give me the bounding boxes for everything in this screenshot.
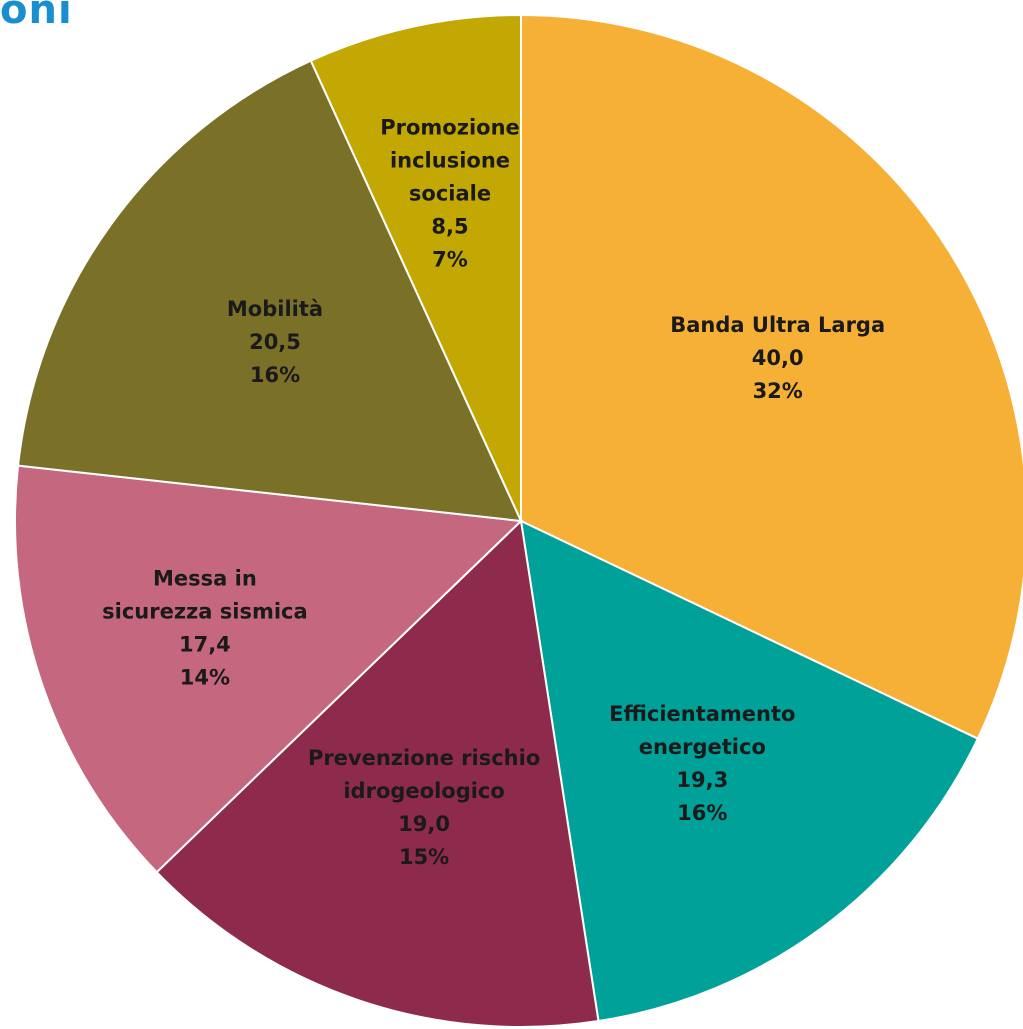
slice-percent-label: 16% (677, 801, 727, 825)
slice-value-label: 19,3 (676, 768, 728, 792)
slice-value-label: 17,4 (179, 632, 231, 656)
slice-name-label: sociale (409, 182, 491, 206)
slice-label-group: Mobilità 20,5 16% (227, 297, 323, 387)
slice-name-label: Efficientamento (609, 702, 795, 726)
slice-label-group: Promozione inclusione sociale 8,5 7% (380, 116, 520, 272)
slice-value-label: 19,0 (398, 812, 450, 836)
slice-percent-label: 14% (180, 665, 230, 689)
pie-slice (14, 464, 524, 874)
pie-slice (519, 519, 980, 1023)
slice-name-label: Prevenzione rischio (308, 746, 540, 770)
pie-slice (520, 13, 1023, 740)
slice-name-label: sicurezza sismica (102, 599, 308, 623)
slice-name-label: Mobilità (227, 297, 323, 321)
slice-label-group: Efficientamento energetico 19,3 16% (609, 702, 795, 825)
slice-name-label: idrogeologico (343, 779, 504, 803)
slice-label-group: Messa in sicurezza sismica 17,4 14% (102, 566, 308, 689)
slice-name-label: energetico (639, 735, 766, 759)
slice-name-label: inclusione (390, 149, 510, 173)
slice-percent-label: 16% (250, 363, 300, 387)
slice-value-label: 8,5 (431, 215, 468, 239)
pie-slice (155, 518, 600, 1028)
slice-percent-label: 32% (753, 379, 803, 403)
pie-slice (16, 59, 523, 523)
slice-label-group: Prevenzione rischio idrogeologico 19,0 15% (308, 746, 540, 869)
slice-percent-label: 15% (399, 845, 449, 869)
slice-name-label: Banda Ultra Larga (670, 313, 885, 337)
slice-percent-label: 7% (432, 248, 468, 272)
slice-label-group: Banda Ultra Larga 40,0 32% (670, 313, 885, 403)
slice-name-label: Messa in (153, 566, 257, 590)
slice-value-label: 40,0 (752, 346, 804, 370)
pie-slice (309, 13, 522, 522)
slice-name-label: Promozione (380, 116, 520, 140)
chart-title-fragment: oni (0, 0, 73, 33)
slice-value-label: 20,5 (249, 330, 301, 354)
